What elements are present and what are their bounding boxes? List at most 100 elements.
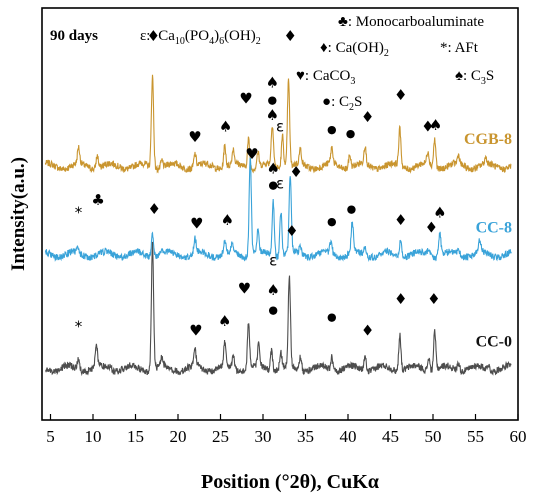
legend-epsilon-sub-3: 4 [209,36,214,47]
peak-marker-38: ● [327,311,337,324]
peak-marker-17: ♥ [245,145,258,163]
legend-caco3-label: : CaCO [305,68,351,84]
legend-epsilon-formula: Ca [158,28,175,44]
peak-marker-26: ● [347,203,357,216]
legend-epsilon-sub-1: 10 [175,36,185,47]
peak-marker-32: ♠ [218,312,231,330]
peak-marker-8: ♠ [266,106,279,124]
x-tick-label-35: 35 [297,427,314,446]
x-tick-label-20: 20 [170,427,187,446]
svg-text:●: C2S: ●: C2S [322,94,362,113]
legend-c2s-tail: S [354,94,362,110]
peak-marker-4: ♠ [219,118,232,136]
peak-marker-39: ♦ [361,321,374,339]
legend-epsilon-symbol: ε: [140,28,150,44]
peak-marker-22: ♦ [147,200,160,218]
plot-frame [41,7,519,421]
series-label-cc-8: CC-8 [476,219,512,236]
legend-epsilon-part-4: ) [214,28,219,44]
peak-marker-30: * [75,318,83,336]
annotation-layer: *♣♦♥♠♥♠●♠ε♦● ●♦♦♦♠♥♠●ε♦♦♥ ♠ ●●♦ ♦♠* ♥♠♥ε♠●♦●♦… [75,27,447,339]
x-tick-label-5: 5 [46,427,55,446]
series-label-layer: CGB-8 CC-8 CC-0 [464,131,512,350]
dot-icon: ● [322,94,331,110]
asterisk-icon: * [440,40,448,56]
legend-caoh2: ♦: Ca(OH)2 [320,40,389,59]
x-tick-label-30: 30 [255,427,272,446]
peak-marker-35: ♠ [266,281,279,299]
peak-marker-10: ♦ [283,27,296,45]
x-tick-label-10: 10 [85,427,102,446]
peak-marker-9: ε [276,118,284,136]
club-icon: ♣ [338,14,348,30]
x-tick-label-45: 45 [382,427,399,446]
y-axis-label: Intensity(a.u.) [8,157,29,271]
peak-marker-13: ♦ [361,108,374,126]
legend-epsilon-part-2: (PO [185,28,209,44]
legend-caoh2-sub: 2 [384,48,389,59]
legend-aft: *: AFt [440,40,479,56]
svg-text:♣: Monocarboaluminate: ♣: Monocarboaluminate [338,14,484,30]
svg-text:*: AFt: *: AFt [440,40,479,56]
legend-epsilon-sub-7: 2 [256,36,261,47]
series-line-cgb-8 [44,74,512,174]
series-line-cc-0 [45,241,512,377]
peak-marker-2: ♦ [147,27,160,45]
peak-marker-0: * [75,204,83,222]
legend-c3s-tail: S [486,68,494,84]
peak-marker-18: ♠ [266,160,279,178]
peak-marker-14: ♦ [394,86,407,104]
heart-icon: ♥ [296,68,305,84]
peak-marker-41: ♦ [427,290,440,308]
legend-c2s-sub: 2 [349,102,354,113]
x-tick-label-25: 25 [212,427,229,446]
legend-epsilon-part-6: (OH) [224,28,256,44]
peak-marker-3: ♥ [188,128,201,146]
legend-c3s: ♠: C3S [455,68,494,87]
legend-caoh2-label: : Ca(OH) [328,40,384,56]
peak-marker-7: ● [268,94,278,107]
peak-marker-12: ● [346,127,356,140]
peak-marker-29: ♠ [433,204,446,222]
legend-monocarboaluminate-label: : Monocarboaluminate [348,14,485,30]
peak-marker-16: ♠ [429,116,442,134]
series-label-cc-0: CC-0 [476,333,512,350]
peak-marker-40: ♦ [394,290,407,308]
peak-marker-19: ● [268,178,278,191]
x-tick-label-40: 40 [340,427,357,446]
svg-text:♥: CaCO3: ♥: CaCO3 [296,68,355,87]
legend-caco3-sub: 3 [350,76,355,87]
legend-c2s-label: : C [331,94,349,110]
series-layer [44,74,512,377]
peak-marker-27: ♦ [394,211,407,229]
spade-icon: ♠ [455,68,463,84]
peak-marker-24: ♠ [221,211,234,229]
peak-marker-1: ♣ [91,191,104,209]
svg-text:ε: Ca10(PO4)6(OH)2: ε: Ca10(PO4)6(OH)2 [140,28,261,47]
diamond-icon: ♦ [320,40,328,56]
svg-text:♠: C3S: ♠: C3S [455,68,494,87]
legend-c2s: ●: C2S [322,94,362,113]
peak-marker-20: ε [276,174,284,192]
series-line-cc-8 [44,157,512,262]
x-tick-label-55: 55 [467,427,484,446]
peak-marker-5: ♥ [239,90,252,108]
series-label-cgb-8: CGB-8 [464,131,512,148]
legend: ε: Ca10(PO4)6(OH)2 ♣: Monocarboaluminate… [140,14,494,113]
peak-marker-6: ♠ [266,73,279,91]
peak-marker-28: ♦ [425,218,438,236]
peak-marker-33: ♥ [238,279,251,297]
x-axis-label: Position (°2θ), CuKα [201,471,379,493]
legend-aft-label: : AFt [448,40,479,56]
peak-marker-36: ● [268,303,278,316]
peak-marker-21: ♦ [289,163,302,181]
svg-text:♦: Ca(OH)2: ♦: Ca(OH)2 [320,40,389,59]
peak-marker-37: ♦ [285,222,298,240]
x-tick-label-15: 15 [127,427,144,446]
legend-monocarboaluminate: ♣: Monocarboaluminate [338,14,484,30]
peak-marker-34: ε [269,252,277,270]
peak-marker-25: ● [327,215,337,228]
legend-c3s-sub: 3 [481,76,486,87]
x-tick-label-50: 50 [425,427,442,446]
